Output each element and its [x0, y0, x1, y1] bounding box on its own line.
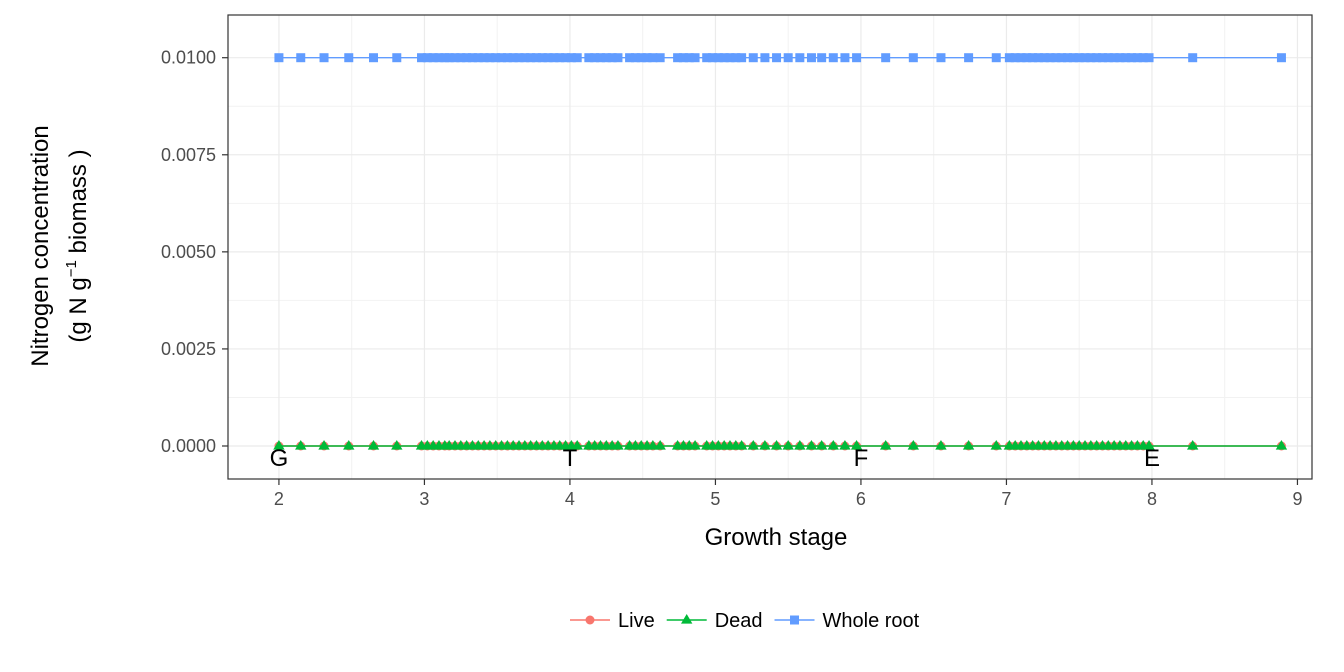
series-whole-root-point [749, 53, 758, 62]
series-whole-root-point [784, 53, 793, 62]
series-whole-root-point [320, 53, 329, 62]
series-whole-root-point [840, 53, 849, 62]
series-whole-root [274, 53, 1286, 62]
series-whole-root-point [807, 53, 816, 62]
series-whole-root-point [964, 53, 973, 62]
series-whole-root-point [573, 53, 582, 62]
series-whole-root-point [392, 53, 401, 62]
y-tick-label: 0.0100 [161, 48, 216, 68]
y-tick-label: 0.0025 [161, 339, 216, 359]
y-axis-title-line2: (g N g−1 biomass ) [63, 149, 92, 342]
legend-key-point [790, 616, 799, 625]
stage-label-g: G [270, 445, 289, 472]
x-tick-label: 5 [710, 489, 720, 509]
series-whole-root-point [369, 53, 378, 62]
y-axis-title-suffix: biomass ) [65, 149, 92, 260]
y-axis-title-prefix: (g N g [65, 277, 92, 342]
series-whole-root-point [691, 53, 700, 62]
series-whole-root-point [936, 53, 945, 62]
x-axis-title: Growth stage [705, 524, 848, 551]
series-whole-root-point [344, 53, 353, 62]
series-whole-root-point [296, 53, 305, 62]
y-tick-label: 0.0050 [161, 242, 216, 262]
series-whole-root-point [274, 53, 283, 62]
series-whole-root-point [656, 53, 665, 62]
x-tick-label: 8 [1147, 489, 1157, 509]
series-whole-root-point [795, 53, 804, 62]
series-whole-root-point [772, 53, 781, 62]
x-tick-label: 7 [1001, 489, 1011, 509]
x-tick-label: 2 [274, 489, 284, 509]
legend-key-point [586, 616, 595, 625]
series-whole-root-point [992, 53, 1001, 62]
plot-area: GTFE [228, 15, 1312, 479]
series-whole-root-point [1145, 53, 1154, 62]
series-whole-root-point [852, 53, 861, 62]
legend-label: Live [618, 610, 655, 632]
series-whole-root-point [613, 53, 622, 62]
x-tick-label: 9 [1292, 489, 1302, 509]
x-tick-label: 3 [419, 489, 429, 509]
series-whole-root-point [817, 53, 826, 62]
y-tick-label: 0.0075 [161, 145, 216, 165]
series-whole-root-point [1188, 53, 1197, 62]
y-axis-title-superscript: −1 [63, 260, 80, 277]
series-whole-root-point [737, 53, 746, 62]
stage-label-e: E [1144, 445, 1160, 472]
stage-label-t: T [563, 445, 578, 472]
stage-label-f: F [854, 445, 869, 472]
x-tick-label: 4 [565, 489, 575, 509]
series-whole-root-point [829, 53, 838, 62]
legend-label: Whole root [823, 610, 920, 632]
series-whole-root-point [1277, 53, 1286, 62]
x-tick-label: 6 [856, 489, 866, 509]
legend-label: Dead [715, 610, 763, 632]
panel-background [228, 15, 1312, 479]
legend: Live Dead Whole root [570, 610, 920, 632]
series-whole-root-point [909, 53, 918, 62]
y-tick-label: 0.0000 [161, 436, 216, 456]
series-whole-root-point [760, 53, 769, 62]
series-whole-root-point [881, 53, 890, 62]
y-axis-title-line1: Nitrogen concentration [27, 125, 54, 366]
